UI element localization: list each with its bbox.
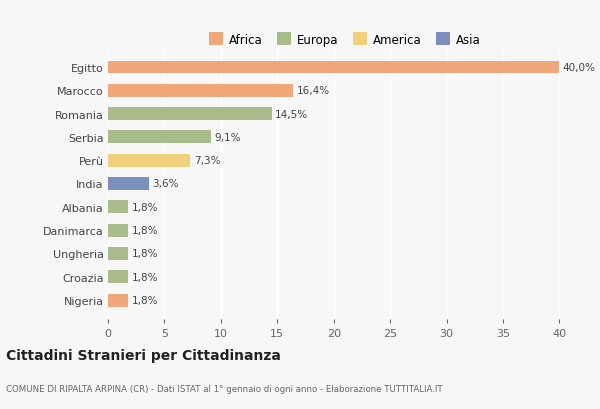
Bar	[108, 224, 128, 237]
Legend: Africa, Europa, America, Asia: Africa, Europa, America, Asia	[206, 31, 484, 51]
Text: COMUNE DI RIPALTA ARPINA (CR) - Dati ISTAT al 1° gennaio di ogni anno - Elaboraz: COMUNE DI RIPALTA ARPINA (CR) - Dati IST…	[6, 384, 443, 393]
Text: Cittadini Stranieri per Cittadinanza: Cittadini Stranieri per Cittadinanza	[6, 348, 281, 362]
Bar	[108, 178, 149, 191]
Text: 1,8%: 1,8%	[132, 202, 158, 212]
Text: 16,4%: 16,4%	[296, 86, 329, 96]
Text: 1,8%: 1,8%	[132, 249, 158, 259]
Bar	[108, 201, 128, 214]
Bar	[108, 131, 211, 144]
Text: 3,6%: 3,6%	[152, 179, 179, 189]
Bar	[108, 271, 128, 283]
Bar	[108, 61, 559, 74]
Bar	[108, 108, 272, 121]
Bar	[108, 247, 128, 260]
Text: 1,8%: 1,8%	[132, 295, 158, 306]
Text: 1,8%: 1,8%	[132, 272, 158, 282]
Text: 40,0%: 40,0%	[563, 63, 596, 73]
Text: 9,1%: 9,1%	[214, 133, 241, 142]
Text: 14,5%: 14,5%	[275, 109, 308, 119]
Text: 7,3%: 7,3%	[194, 156, 220, 166]
Bar	[108, 154, 190, 167]
Bar	[108, 85, 293, 97]
Bar	[108, 294, 128, 307]
Text: 1,8%: 1,8%	[132, 226, 158, 236]
